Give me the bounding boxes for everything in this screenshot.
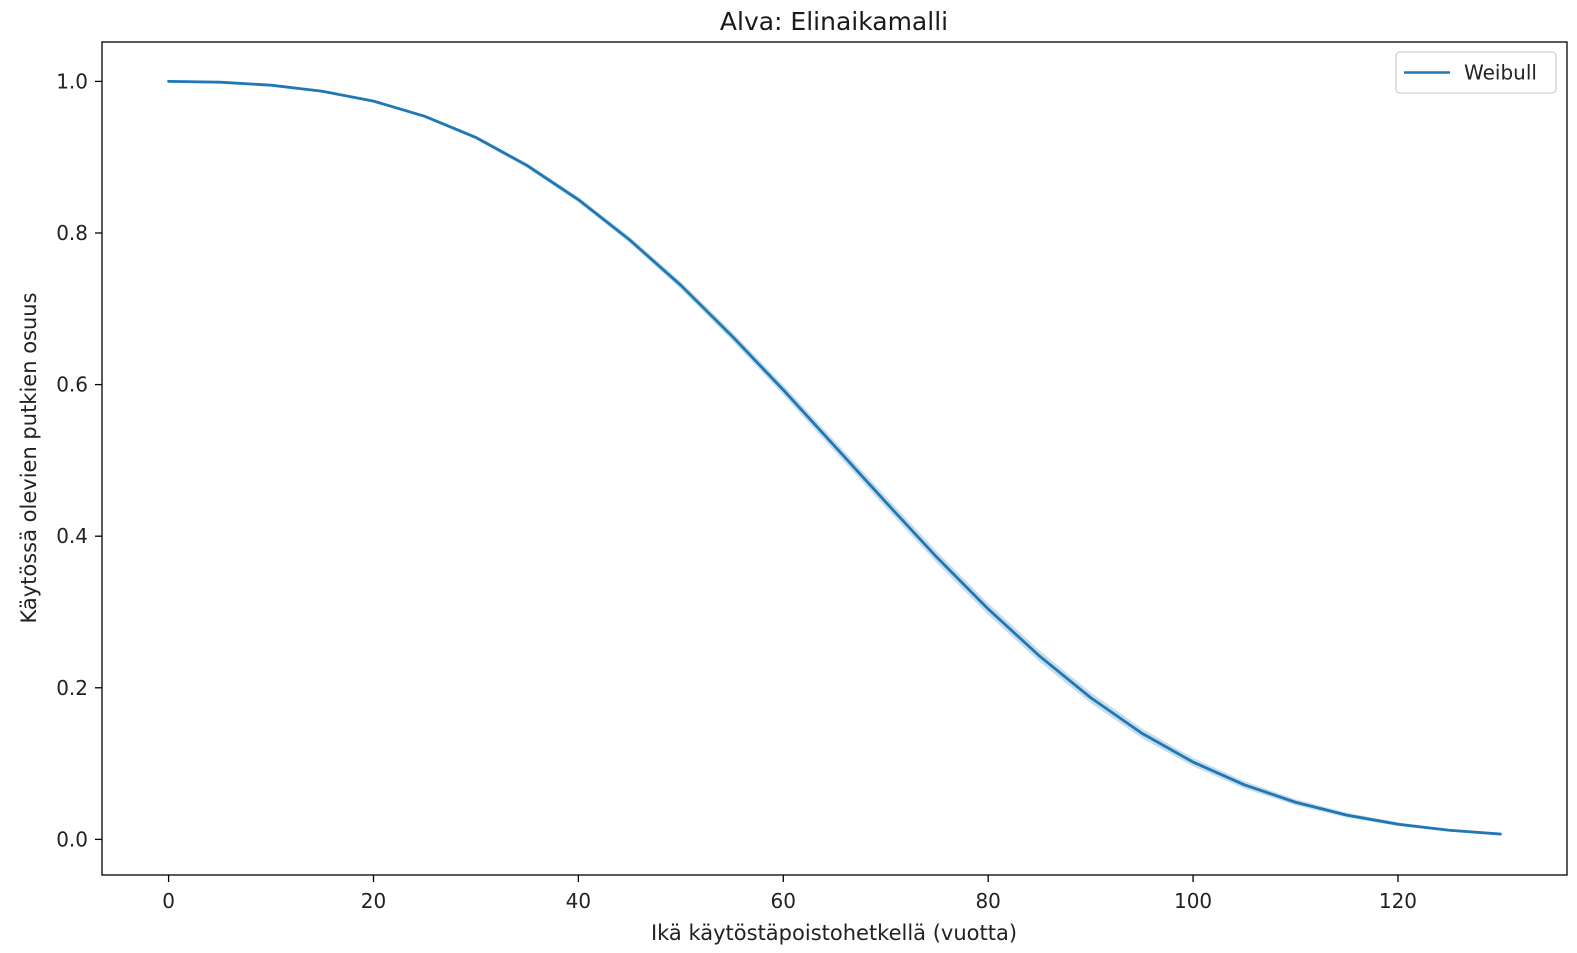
y-tick-label: 0.2	[56, 676, 88, 700]
x-tick-label: 100	[1174, 889, 1212, 913]
y-tick-label: 0.0	[56, 827, 88, 851]
chart-title: Alva: Elinaikamalli	[720, 7, 948, 36]
plot-frame	[101, 41, 1568, 876]
confidence-band-area	[168, 81, 1501, 835]
series-line-weibull	[167, 80, 1502, 836]
x-tick-label: 40	[566, 889, 591, 913]
confidence-band	[168, 81, 1501, 835]
y-axis-label: Käytössä olevien putkien osuus	[17, 292, 41, 623]
legend: Weibull	[1395, 51, 1557, 94]
x-tick-label: 20	[361, 889, 386, 913]
x-tick-label: 80	[975, 889, 1000, 913]
x-tick-label: 60	[771, 889, 796, 913]
y-tick-label: 0.6	[56, 373, 88, 397]
series-lines	[167, 80, 1502, 836]
x-axis-ticks: 0 20 40 60 80 100 120	[162, 875, 1417, 913]
y-tick-label: 1.0	[56, 69, 88, 93]
y-tick-label: 0.4	[56, 524, 88, 548]
x-tick-label: 0	[162, 889, 175, 913]
x-axis-label: Ikä käytöstäpoistohetkellä (vuotta)	[651, 921, 1017, 945]
legend-label: Weibull	[1464, 61, 1537, 85]
x-tick-label: 120	[1379, 889, 1417, 913]
legend-box	[1395, 51, 1557, 94]
y-tick-label: 0.8	[56, 221, 88, 245]
y-axis-ticks: 0.0 0.2 0.4 0.6 0.8 1.0	[56, 69, 102, 851]
